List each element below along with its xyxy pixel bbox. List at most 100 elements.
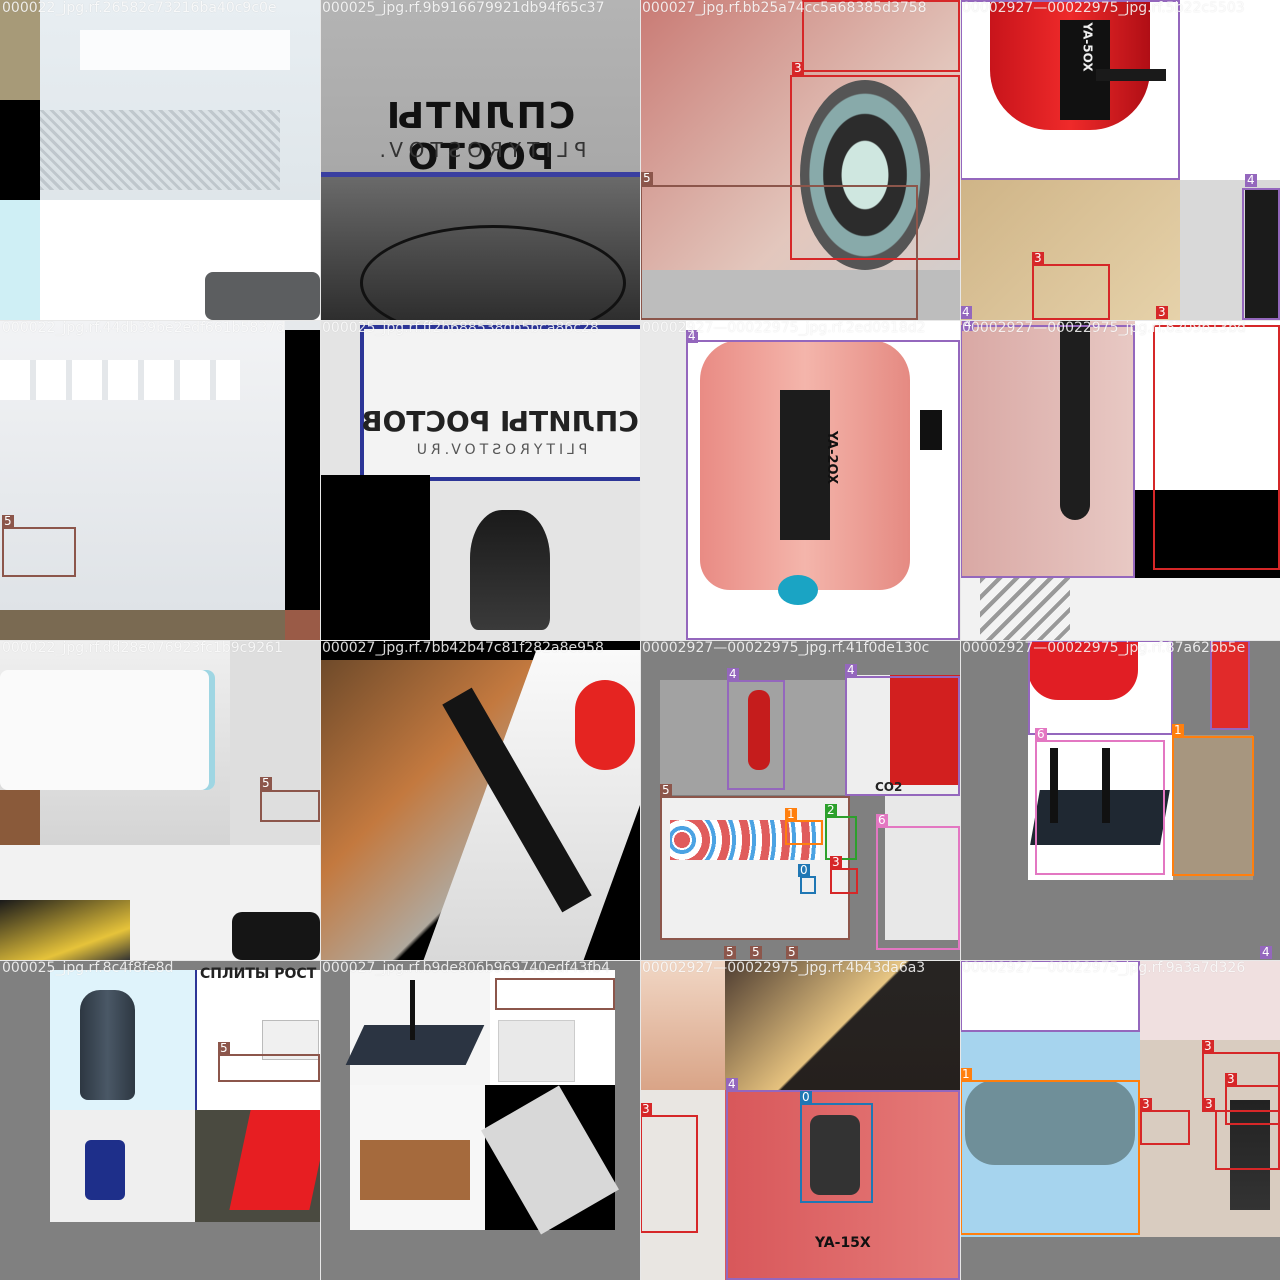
tile-1: СПЛИТЫ РОСТО PLITYROSTOV. 000025_jpg.rf.… bbox=[320, 0, 640, 320]
tile-14: YA-15X 4 0 3 00002927—00022975_jpg.rf.4b… bbox=[640, 960, 960, 1280]
bbox bbox=[845, 676, 960, 796]
bbox bbox=[640, 185, 918, 320]
tile-6: YA-2OX 4 00002927—00022975_jpg.rf.2ed091… bbox=[640, 320, 960, 640]
bbox bbox=[1140, 1110, 1190, 1145]
bbox-label: 3 bbox=[1156, 305, 1168, 319]
bbox bbox=[727, 680, 785, 790]
bbox bbox=[1210, 640, 1250, 730]
tile-filename: 000025_jpg.rf.8c4f8fe8d bbox=[2, 960, 174, 976]
bbox bbox=[660, 796, 850, 940]
tile-filename: 000027_jpg.rf.b9de806b969740edf43fb4 bbox=[322, 960, 610, 976]
bbox-label: 0 bbox=[798, 863, 810, 877]
tile-filename: 00002927—00022975_jpg.rf.41f0de130c bbox=[642, 640, 930, 656]
bbox-label: 4 bbox=[726, 1077, 738, 1091]
sign-text: СПЛИТЫ РОСТ bbox=[200, 966, 317, 982]
tile-filename: 00002927—00022975_jpg.rf.9a3a7d326 bbox=[962, 960, 1246, 976]
bbox bbox=[495, 978, 615, 1010]
bbox bbox=[1032, 264, 1110, 320]
bbox-label: 3 bbox=[1203, 1097, 1215, 1111]
bbox bbox=[1035, 740, 1165, 875]
bbox-label: 3 bbox=[640, 1102, 652, 1116]
bbox bbox=[1215, 1110, 1280, 1170]
bbox bbox=[1153, 325, 1280, 570]
bbox-label: 3 bbox=[1225, 1072, 1237, 1086]
bbox bbox=[2, 527, 76, 577]
tile-filename: 00002927—00022975_jpg.rf.87a62bb5e bbox=[962, 640, 1246, 656]
bbox-label: 5 bbox=[260, 776, 272, 790]
tile-15: 1 3 3 3 3 00002927—00022975_jpg.rf.9a3a7… bbox=[960, 960, 1280, 1280]
tile-4: 5 000022_jpg.rf.44db39be2edf661b5837d bbox=[0, 320, 320, 640]
tile-2: 3 5 000027_jpg.rf.bb25a74cc5a68385d3758 bbox=[640, 0, 960, 320]
tile-3: 4 3 3 4 YA-5OX 00002927—00022975_jpg.rf.… bbox=[960, 0, 1280, 320]
bbox bbox=[1225, 1085, 1280, 1125]
tile-filename: 000027_jpg.rf.bb25a74cc5a68385d3758 bbox=[642, 0, 927, 16]
tile-7: 4 00002927—00022975_jpg.rf.6209b13bd bbox=[960, 320, 1280, 640]
tile-5: СПЛИТЫ РОСТОВ PLITYROSTOV.RU 000025_jpg.… bbox=[320, 320, 640, 640]
tile-filename: 00002927—00022975_jpg.rf.4b43da6a3 bbox=[642, 960, 926, 976]
tile-filename: 000025_jpg.rf.9b916679921db94f65c37 bbox=[322, 0, 605, 16]
bbox-label: 5 bbox=[218, 1041, 230, 1055]
bbox bbox=[800, 1103, 873, 1203]
bbox bbox=[1028, 640, 1173, 735]
bbox bbox=[960, 1080, 1140, 1235]
bbox bbox=[1172, 736, 1254, 876]
bbox-label: 4 bbox=[960, 305, 972, 319]
bbox-label: 5 bbox=[2, 514, 14, 528]
grid-divider bbox=[0, 640, 1280, 641]
tile-filename: 000025_jpg.rf.ff2b688538db5bca86c28 bbox=[322, 320, 599, 336]
bbox-label: 6 bbox=[1035, 727, 1047, 741]
bbox-label: 5 bbox=[660, 783, 672, 797]
bbox bbox=[1242, 188, 1280, 320]
tile-12: СПЛИТЫ РОСТ 5 000025_jpg.rf.8c4f8fe8d bbox=[0, 960, 320, 1280]
extinguisher-text: YA-15X bbox=[815, 1235, 871, 1251]
bbox bbox=[790, 75, 960, 260]
bbox-label: 5 bbox=[641, 171, 653, 185]
bbox-label: 1 bbox=[785, 807, 797, 821]
tile-filename: 000022_jpg.rf.26582c73216ba40c9c0e bbox=[2, 0, 277, 16]
bbox-label: 1 bbox=[1172, 723, 1184, 737]
sign-text: СПЛИТЫ РОСТО bbox=[384, 96, 576, 178]
tile-10: CO2 4 4 5 1 2 3 0 6 5 5 5 00002927—00022… bbox=[640, 640, 960, 960]
tile-filename: 00002927—00022975_jpg.rf.5b22c5503 bbox=[962, 0, 1245, 16]
bbox-label: 4 bbox=[962, 320, 974, 331]
co2-text: CO2 bbox=[875, 780, 903, 794]
tile-filename: 000022_jpg.rf.dd28e076923fc1b9c9261 bbox=[2, 640, 283, 656]
tile-filename: 00002927—00022975_jpg.rf.2ed0918d2 bbox=[642, 320, 926, 336]
sign-url: PLITYROSTOV.RU bbox=[412, 442, 588, 458]
bbox-label: 5 bbox=[724, 945, 736, 959]
bbox-label: 4 bbox=[686, 329, 698, 343]
sign-text: СПЛИТЫ РОСТОВ bbox=[361, 405, 639, 438]
bbox-label: 3 bbox=[792, 61, 804, 75]
bbox bbox=[830, 868, 858, 894]
bbox bbox=[825, 816, 857, 860]
bbox-label: 3 bbox=[1202, 1039, 1214, 1053]
bbox bbox=[785, 820, 823, 845]
bbox-label: 5 bbox=[786, 945, 798, 959]
tile-9: 000027_jpg.rf.7bb42b47c81f282a8e958 bbox=[320, 640, 640, 960]
bbox-label: 5 bbox=[750, 945, 762, 959]
bbox bbox=[960, 0, 1180, 180]
tile-filename: 000022_jpg.rf.44db39be2edf661b5837d bbox=[2, 320, 286, 336]
bbox-label: 1 bbox=[960, 1067, 972, 1081]
tile-13: 000027_jpg.rf.b9de806b969740edf43fb4 bbox=[320, 960, 640, 1280]
bbox bbox=[726, 1090, 960, 1280]
bbox bbox=[802, 0, 960, 72]
bbox-label: 4 bbox=[1245, 173, 1257, 187]
bbox bbox=[960, 960, 1140, 1032]
bbox-label: 3 bbox=[830, 855, 842, 869]
bbox-label: 3 bbox=[1140, 1097, 1152, 1111]
bbox-label: 4 bbox=[727, 667, 739, 681]
tile-11: 4 4 6 1 4 00002927—00022975_jpg.rf.87a62… bbox=[960, 640, 1280, 960]
tile-filename: 000027_jpg.rf.7bb42b47c81f282a8e958 bbox=[322, 640, 604, 656]
tile-0: 000022_jpg.rf.26582c73216ba40c9c0e bbox=[0, 0, 320, 320]
bbox bbox=[260, 790, 320, 822]
bbox bbox=[800, 876, 816, 894]
grid-divider bbox=[0, 320, 1280, 321]
bbox-label: 0 bbox=[800, 1090, 812, 1104]
bbox-label: 4 bbox=[1260, 945, 1272, 959]
bbox-label: 6 bbox=[876, 813, 888, 827]
bbox bbox=[686, 340, 960, 640]
bbox-label: 4 bbox=[845, 663, 857, 677]
bbox-label: 2 bbox=[825, 803, 837, 817]
